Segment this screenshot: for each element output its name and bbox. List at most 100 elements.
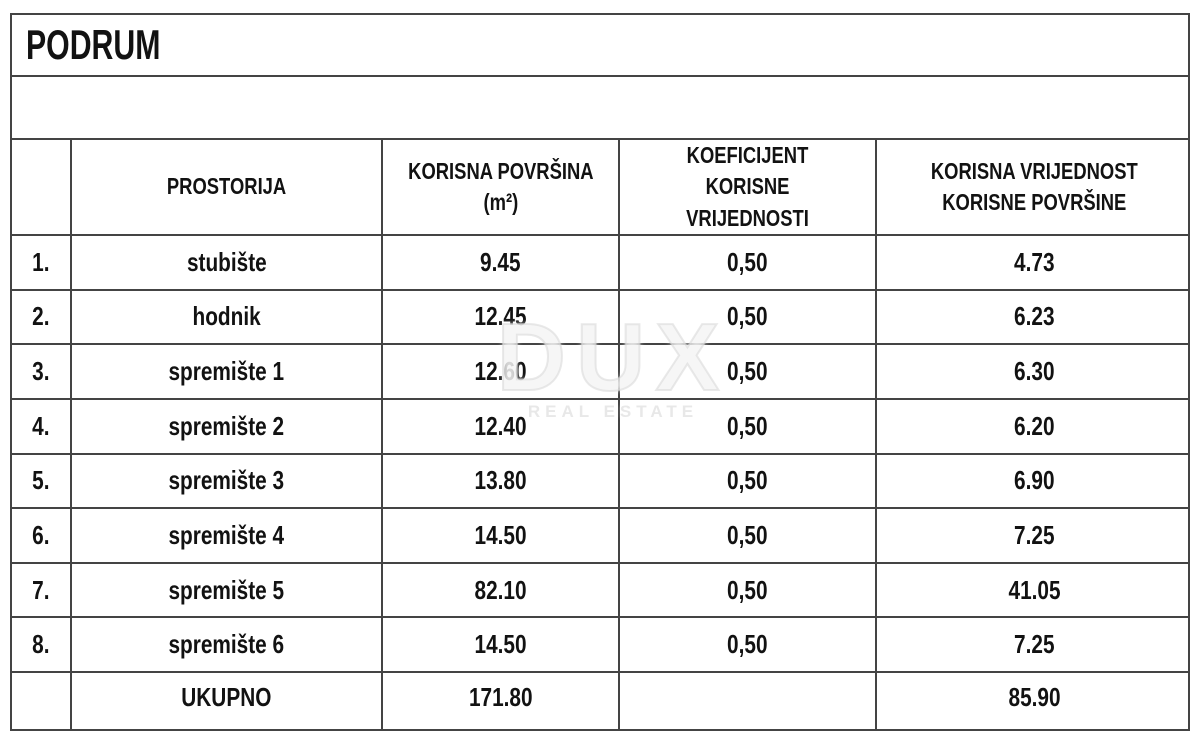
total-area-value: 171.80 — [468, 682, 533, 712]
header-coef-label: KOEFICIJENT KORISNE VRIJEDNOSTI — [686, 142, 809, 231]
header-cell-coef: KOEFICIJENT KORISNE VRIJEDNOSTI — [620, 140, 877, 234]
area-cell: 12.45 — [383, 290, 620, 344]
value-cell: 7.25 — [877, 618, 1192, 671]
usable-value: 6.30 — [1014, 356, 1055, 387]
coef-value: 0,50 — [727, 410, 768, 441]
header-area-label: KORISNA POVRŠINA (m²) — [407, 157, 594, 215]
usable-value: 4.73 — [1014, 246, 1055, 277]
header-cell-area: KORISNA POVRŠINA (m²) — [383, 140, 620, 234]
coef-value: 0,50 — [727, 356, 768, 387]
area-cell: 9.45 — [383, 236, 620, 289]
coef-value: 0,50 — [727, 574, 768, 605]
room-name: spremište 6 — [168, 629, 285, 660]
coef-value: 0,50 — [727, 246, 768, 277]
room-name-cell: spremište 1 — [72, 345, 383, 398]
room-name: stubište — [186, 246, 267, 277]
total-usable-value: 85.90 — [1008, 682, 1061, 712]
total-area-cell: 171.80 — [383, 673, 620, 729]
header-cell-value: KORISNA VRIJEDNOST KORISNE POVRŠINE — [877, 140, 1192, 234]
area-cell: 12.40 — [383, 399, 620, 453]
usable-value: 7.25 — [1014, 519, 1055, 550]
empty-spacer-row — [12, 77, 1188, 140]
row-num: 5. — [32, 465, 50, 496]
header-value-label: KORISNA VRIJEDNOST KORISNE POVRŠINE — [931, 157, 1138, 215]
row-num-cell: 1. — [12, 236, 72, 289]
area-value: 14.50 — [474, 629, 527, 660]
usable-value: 7.25 — [1014, 629, 1055, 660]
table-row: 4. spremište 2 12.40 0,50 6.20 — [12, 399, 1188, 455]
row-num-cell: 2. — [12, 290, 72, 344]
coef-cell: 0,50 — [620, 399, 877, 453]
value-cell: 6.23 — [877, 291, 1192, 344]
row-num: 3. — [32, 356, 50, 387]
value-cell: 41.05 — [877, 564, 1192, 617]
area-value: 14.50 — [474, 519, 527, 550]
room-name-cell: spremište 3 — [72, 454, 383, 508]
usable-value: 41.05 — [1008, 574, 1061, 605]
room-name: spremište 5 — [168, 574, 285, 605]
table-row: 6. spremište 4 14.50 0,50 7.25 — [12, 509, 1188, 564]
table-row: 5. spremište 3 13.80 0,50 6.90 — [12, 454, 1188, 510]
coef-cell: 0,50 — [620, 509, 877, 562]
total-value-cell: 85.90 — [877, 673, 1192, 729]
room-name: hodnik — [192, 301, 261, 332]
header-room-label: PROSTORIJA — [166, 173, 287, 200]
area-cell: 13.80 — [383, 454, 620, 508]
row-num: 7. — [32, 574, 50, 605]
table-row: 8. spremište 6 14.50 0,50 7.25 — [12, 618, 1188, 673]
value-cell: 6.30 — [877, 345, 1192, 398]
table-row: 3. spremište 1 12.60 0,50 6.30 — [12, 345, 1188, 400]
room-name: spremište 3 — [168, 465, 285, 496]
coef-cell: 0,50 — [620, 618, 877, 671]
coef-cell: 0,50 — [620, 236, 877, 289]
room-name: spremište 1 — [168, 356, 285, 387]
area-cell: 82.10 — [383, 563, 620, 617]
coef-value: 0,50 — [727, 629, 768, 660]
coef-value: 0,50 — [727, 519, 768, 550]
row-num: 1. — [32, 246, 50, 277]
value-cell: 7.25 — [877, 509, 1192, 562]
total-label-cell: UKUPNO — [72, 673, 383, 729]
area-cell: 14.50 — [383, 509, 620, 562]
usable-value: 6.20 — [1014, 410, 1055, 441]
table-row: 2. hodnik 12.45 0,50 6.23 — [12, 290, 1188, 346]
area-value: 12.60 — [474, 356, 527, 387]
page-title: PODRUM — [26, 21, 161, 68]
row-num: 2. — [32, 301, 50, 332]
area-value: 12.45 — [474, 301, 527, 332]
coef-cell: 0,50 — [620, 563, 877, 617]
room-name-cell: stubište — [72, 236, 383, 289]
table-row: 1. stubište 9.45 0,50 4.73 — [12, 236, 1188, 291]
coef-value: 0,50 — [727, 465, 768, 496]
room-name: spremište 2 — [168, 410, 285, 441]
row-num-cell: 4. — [12, 399, 72, 453]
room-name-cell: spremište 4 — [72, 509, 383, 562]
row-num-cell: 7. — [12, 563, 72, 617]
area-value: 9.45 — [480, 246, 521, 277]
row-num-cell: 3. — [12, 345, 72, 398]
row-num-cell: 8. — [12, 618, 72, 671]
table-total-row: UKUPNO 171.80 85.90 — [12, 673, 1188, 729]
area-cell: 12.60 — [383, 345, 620, 398]
room-name-cell: spremište 6 — [72, 618, 383, 671]
value-cell: 6.20 — [877, 400, 1192, 453]
table-body: 1. stubište 9.45 0,50 4.73 2. hodnik 12.… — [12, 236, 1188, 673]
room-name-cell: hodnik — [72, 290, 383, 344]
area-value: 82.10 — [474, 574, 527, 605]
row-num-cell: 5. — [12, 454, 72, 508]
value-cell: 6.90 — [877, 455, 1192, 508]
table-row: 7. spremište 5 82.10 0,50 41.05 — [12, 563, 1188, 619]
table-title-row: PODRUM — [12, 15, 1188, 77]
row-num: 8. — [32, 629, 50, 660]
header-cell-num — [12, 140, 72, 234]
room-schedule-table: PODRUM PROSTORIJA KORISNA POVRŠINA (m²) … — [10, 13, 1190, 731]
row-num: 4. — [32, 410, 50, 441]
room-name-cell: spremište 5 — [72, 563, 383, 617]
header-cell-room: PROSTORIJA — [72, 140, 383, 234]
usable-value: 6.90 — [1014, 465, 1055, 496]
room-name-cell: spremište 2 — [72, 399, 383, 453]
coef-cell: 0,50 — [620, 345, 877, 398]
value-cell: 4.73 — [877, 236, 1192, 289]
usable-value: 6.23 — [1014, 301, 1055, 332]
coef-value: 0,50 — [727, 301, 768, 332]
